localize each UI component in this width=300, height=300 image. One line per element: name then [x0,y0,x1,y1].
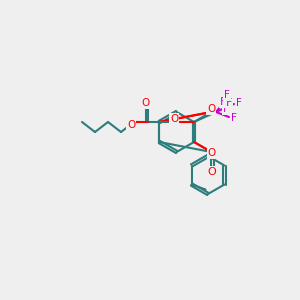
Text: F: F [226,98,232,108]
Text: F: F [224,90,230,100]
Text: F: F [236,98,242,108]
Text: F: F [231,113,237,123]
Text: F: F [223,104,229,114]
Text: F: F [220,97,226,107]
Text: O: O [207,104,215,114]
Text: O: O [141,98,149,108]
Text: O: O [170,114,178,124]
Text: O: O [207,167,216,177]
Text: O: O [127,120,135,130]
Text: O: O [208,148,216,158]
